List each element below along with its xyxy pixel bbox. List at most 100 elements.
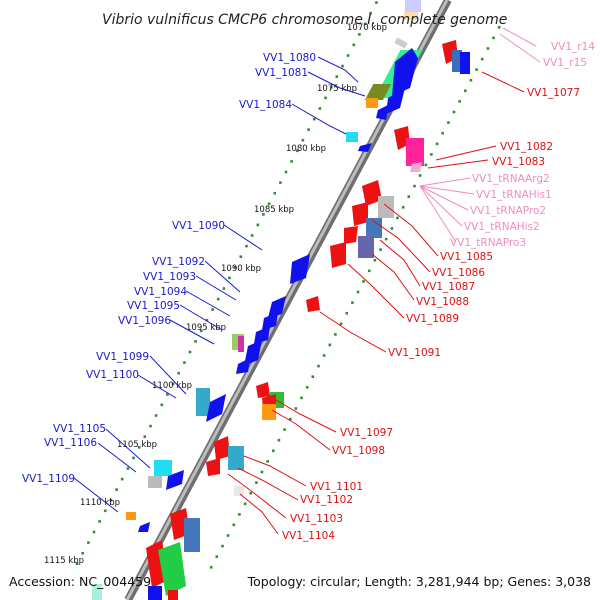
tick-dot bbox=[464, 89, 467, 93]
gene-label[interactable]: VV1_1093 bbox=[143, 271, 196, 283]
tick-dot bbox=[205, 318, 209, 322]
tick-dot bbox=[435, 142, 439, 146]
gene-feature[interactable] bbox=[148, 476, 162, 488]
gene-arrow-icon[interactable] bbox=[358, 143, 372, 152]
gene-label[interactable]: VV1_1090 bbox=[172, 220, 225, 232]
gene-feature-VV1_1092[interactable] bbox=[268, 296, 286, 318]
gene-label[interactable]: VV1_tRNAHis2 bbox=[464, 221, 540, 233]
gene-label[interactable]: VV1_1102 bbox=[300, 494, 353, 506]
gene-feature-VV1_1081[interactable] bbox=[364, 84, 392, 100]
forward-strand-features bbox=[92, 37, 423, 600]
gene-feature[interactable] bbox=[366, 98, 378, 108]
gene-feature[interactable] bbox=[262, 404, 276, 420]
gene-feature-VV1_1089[interactable] bbox=[330, 242, 346, 268]
tick-dot bbox=[375, 1, 378, 4]
gene-feature-VV1_1104[interactable] bbox=[234, 486, 244, 496]
gene-feature-VV1_1093[interactable] bbox=[262, 312, 278, 330]
tick-dot bbox=[228, 276, 231, 280]
gene-feature-VV1_1086[interactable] bbox=[352, 202, 368, 226]
tick-dot bbox=[233, 266, 237, 269]
gene-feature-VV1_1094[interactable] bbox=[254, 326, 270, 344]
gene-label[interactable]: VV1_1100 bbox=[86, 369, 139, 381]
tick-dot bbox=[266, 460, 269, 463]
kbp-label: 1115 kbp bbox=[44, 556, 84, 566]
gene-feature[interactable] bbox=[394, 37, 408, 49]
reverse-gene-labels: VV1_r14 VV1_r15 VV1_1077 VV1_1082 VV1_10… bbox=[282, 41, 595, 542]
gene-arrow-icon[interactable] bbox=[386, 88, 405, 114]
gene-feature[interactable] bbox=[158, 542, 186, 596]
gene-label[interactable]: VV1_1097 bbox=[340, 427, 393, 439]
gene-label[interactable]: VV1_tRNAPro3 bbox=[450, 237, 526, 249]
gene-label[interactable]: VV1_r15 bbox=[543, 57, 587, 69]
gene-label[interactable]: VV1_1092 bbox=[152, 256, 205, 268]
gene-feature[interactable] bbox=[404, 12, 418, 20]
gene-feature[interactable] bbox=[378, 196, 394, 218]
gene-label[interactable]: VV1_1083 bbox=[492, 156, 545, 168]
gene-feature-VV1_1103[interactable] bbox=[206, 458, 220, 476]
rna-feature[interactable] bbox=[410, 162, 422, 172]
gene-label[interactable]: VV1_1084 bbox=[239, 99, 292, 111]
gene-feature-VV1_1099[interactable] bbox=[196, 388, 210, 416]
gene-label[interactable]: VV1_tRNAArg2 bbox=[472, 173, 550, 185]
gene-arrow-icon[interactable] bbox=[236, 358, 250, 374]
gene-label[interactable]: VV1_1088 bbox=[416, 296, 469, 308]
gene-feature[interactable] bbox=[344, 226, 358, 244]
gene-feature[interactable] bbox=[238, 336, 244, 352]
gene-feature-VV1_1100[interactable] bbox=[206, 394, 226, 422]
gene-feature[interactable] bbox=[168, 590, 178, 600]
gene-feature-VV1_1102[interactable] bbox=[228, 446, 244, 470]
gene-label[interactable]: VV1_1095 bbox=[127, 300, 180, 312]
gene-arrow-icon[interactable] bbox=[376, 104, 390, 120]
gene-feature-VV1_1091[interactable] bbox=[306, 296, 320, 312]
gene-label[interactable]: VV1_1094 bbox=[134, 286, 187, 298]
tick-dot bbox=[209, 566, 213, 569]
gene-feature-VV1_1090[interactable] bbox=[290, 254, 310, 284]
gene-label[interactable]: VV1_1103 bbox=[290, 513, 343, 525]
gene-label[interactable]: VV1_1082 bbox=[500, 141, 553, 153]
gene-arrow-icon[interactable] bbox=[392, 48, 418, 96]
gene-label[interactable]: VV1_1081 bbox=[255, 67, 308, 79]
gene-feature[interactable] bbox=[184, 518, 200, 552]
gene-label[interactable]: VV1_1106 bbox=[44, 437, 97, 449]
gene-feature-VV1_1106[interactable] bbox=[166, 470, 184, 490]
tick-dot bbox=[267, 202, 271, 206]
tick-dot bbox=[305, 386, 309, 389]
tick-dot bbox=[407, 195, 411, 198]
gene-feature-VV1_1105[interactable] bbox=[154, 460, 172, 476]
gene-feature-VV1_1085[interactable] bbox=[362, 180, 382, 206]
gene-feature[interactable] bbox=[452, 50, 462, 72]
gene-label[interactable]: VV1_1091 bbox=[388, 347, 441, 359]
gene-label[interactable]: VV1_1096 bbox=[118, 315, 171, 327]
gene-label[interactable]: VV1_1089 bbox=[406, 313, 459, 325]
gene-label[interactable]: VV1_r14 bbox=[551, 41, 595, 53]
gene-label[interactable]: VV1_1086 bbox=[432, 267, 485, 279]
gene-label[interactable]: VV1_1087 bbox=[422, 281, 475, 293]
gene-feature-VV1_1088[interactable] bbox=[358, 236, 374, 258]
gene-label[interactable]: VV1_1099 bbox=[96, 351, 149, 363]
tick-dot bbox=[447, 121, 450, 124]
gene-label[interactable]: VV1_tRNAHis1 bbox=[476, 189, 552, 201]
gene-feature-VV1_1087[interactable] bbox=[366, 218, 382, 238]
gene-feature[interactable] bbox=[92, 584, 102, 600]
gene-feature-VV1_1109[interactable] bbox=[126, 512, 136, 520]
gene-feature[interactable] bbox=[148, 586, 162, 600]
gene-feature-VV1_1101[interactable] bbox=[214, 436, 230, 460]
gene-arrow-icon[interactable] bbox=[138, 522, 150, 532]
gene-label[interactable]: VV1_1105 bbox=[53, 423, 106, 435]
gene-label[interactable]: VV1_1098 bbox=[332, 445, 385, 457]
tick-dot bbox=[262, 213, 265, 216]
gene-label[interactable]: VV1_1077 bbox=[527, 87, 580, 99]
tick-dot bbox=[373, 258, 377, 262]
gene-label[interactable]: VV1_1085 bbox=[440, 251, 493, 263]
gene-feature-VV1_1084[interactable] bbox=[346, 132, 358, 142]
gene-feature[interactable] bbox=[460, 52, 470, 74]
gene-label[interactable]: VV1_1104 bbox=[282, 530, 335, 542]
gene-label[interactable]: VV1_1080 bbox=[263, 52, 316, 64]
gene-label[interactable]: VV1_1109 bbox=[22, 473, 75, 485]
tick-dot bbox=[288, 417, 292, 421]
gene-feature[interactable] bbox=[405, 0, 421, 12]
gene-label[interactable]: VV1_1101 bbox=[310, 481, 363, 493]
gene-feature-VV1_1083[interactable] bbox=[406, 138, 424, 166]
gene-label[interactable]: VV1_tRNAPro2 bbox=[470, 205, 546, 217]
gene-feature-VV1_1097[interactable] bbox=[256, 382, 270, 398]
